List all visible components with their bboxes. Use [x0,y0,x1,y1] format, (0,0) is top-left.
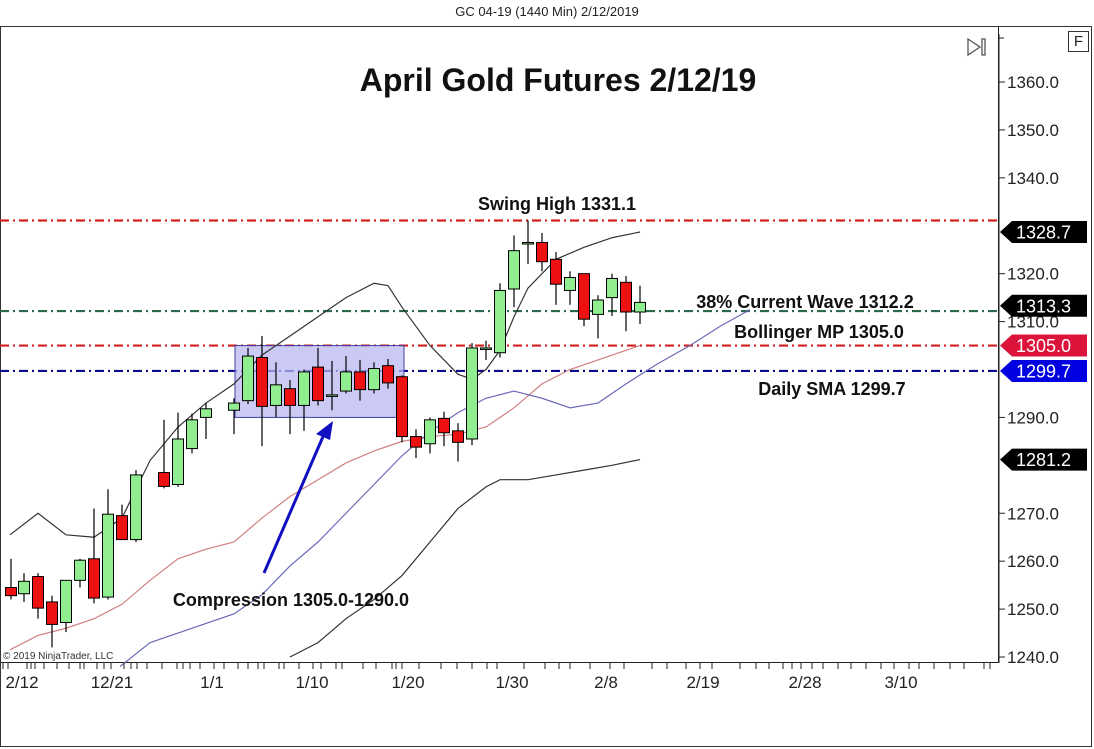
candle [522,242,534,245]
candle [32,576,44,609]
x-axis[interactable]: 2/12 12/21 1/1 1/10 1/20 1/30 2/8 2/19 2/28 3/10 [2,663,991,692]
x-tick-label: 12/21 [91,673,134,692]
svg-text:1299.7: 1299.7 [1016,361,1071,381]
x-tick-label: 1/20 [391,673,424,692]
candle [130,474,142,541]
y-axis[interactable]: 1360.0 1350.0 1340.0 1320.0 1310.0 1290.0 1270… [998,34,1059,667]
y-tick-label: 1250.0 [1007,600,1059,619]
copyright-text: © 2019 NinjaTrader, LLC [3,651,113,662]
candlesticks [5,220,646,648]
candle [452,430,464,443]
candle [200,408,212,418]
x-tick-label: 1/30 [495,673,528,692]
y-tick-label: 1320.0 [1007,265,1059,284]
candle [634,301,646,313]
candle [620,281,632,313]
x-tick-label: 1/10 [295,673,328,692]
candle [368,368,380,391]
price-marker: 1328.7 [1000,220,1087,243]
bollinger-middle-line [9,344,641,651]
candle [550,258,562,285]
candle [410,436,422,448]
candle [18,580,30,595]
svg-text:1328.7: 1328.7 [1016,222,1071,242]
candle [396,376,408,438]
daily-sma-line [119,309,751,668]
y-tick-label: 1340.0 [1007,169,1059,188]
candle [578,273,590,320]
candle [480,347,492,350]
y-tick-label: 1240.0 [1007,648,1059,667]
chart-title: April Gold Futures 2/12/19 [360,62,757,98]
candle [354,371,366,391]
candle [256,357,268,407]
x-tick-label: 1/1 [200,673,224,692]
candle [606,277,618,299]
candle [46,601,58,625]
price-marker: 1313.3 [1000,294,1087,317]
x-tick-label: 2/19 [686,673,719,692]
window-title: GC 04-19 (1440 Min) 2/12/2019 [455,4,639,19]
bollinger-mp-label: Bollinger MP 1305.0 [734,322,904,342]
y-tick-label: 1360.0 [1007,73,1059,92]
candle [242,355,254,402]
y-tick-label: 1260.0 [1007,552,1059,571]
candle [270,384,282,406]
swing-high-label: Swing High 1331.1 [478,194,636,214]
x-tick-label: 2/28 [788,673,821,692]
candle [186,419,198,450]
x-tick-label: 2/8 [594,673,618,692]
candle [5,587,17,597]
x-tick-label: 3/10 [884,673,917,692]
candle [298,371,310,406]
candle [284,388,296,406]
wave-38-label: 38% Current Wave 1312.2 [696,292,913,312]
candle [382,365,394,384]
svg-text:1305.0: 1305.0 [1016,336,1071,356]
x-tick-label: 2/12 [5,673,38,692]
candle [494,289,506,354]
candle [88,558,100,599]
price-marker: 1299.7 [1000,359,1087,382]
price-marker: 1281.2 [1000,448,1087,471]
candle [102,513,114,598]
y-tick-label: 1290.0 [1007,408,1059,427]
candle [60,579,72,624]
candle [74,559,86,581]
svg-text:1313.3: 1313.3 [1016,296,1071,316]
price-markers: 1328.7 1313.3 1305.0 1299.7 1281.2 [1000,220,1087,471]
candle [228,402,240,411]
annotations: April Gold Futures 2/12/19 Swing High 13… [173,62,914,610]
skip-to-end-icon[interactable] [966,37,990,57]
y-tick-label: 1310.0 [1007,313,1059,332]
candle [438,417,450,434]
candle [172,438,184,486]
candle [592,299,604,315]
candle [466,347,478,440]
compression-label: Compression 1305.0-1290.0 [173,590,409,610]
candle [116,515,128,541]
daily-sma-label: Daily SMA 1299.7 [758,379,905,399]
price-marker: 1305.0 [1000,334,1087,357]
y-tick-label: 1350.0 [1007,121,1059,140]
compression-arrow [262,421,333,574]
y-tick-label: 1270.0 [1007,504,1059,523]
chart-frame [0,26,1092,747]
candle [424,419,436,445]
candle [340,371,352,392]
candle [564,277,576,291]
bollinger-lower-line [289,458,641,658]
f-button[interactable]: F [1068,31,1089,52]
candle [536,242,548,263]
svg-text:1281.2: 1281.2 [1016,450,1071,470]
candle [326,394,338,397]
candle [312,366,324,402]
candle [508,250,520,290]
candle [158,472,170,487]
